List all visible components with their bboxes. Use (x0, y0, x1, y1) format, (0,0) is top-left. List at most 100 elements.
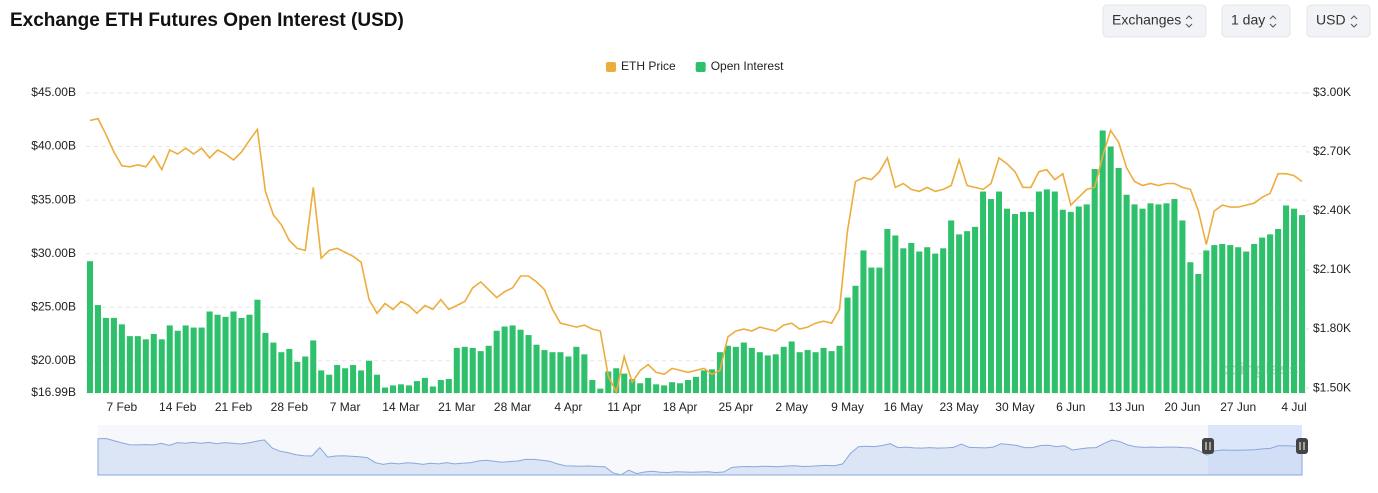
bar (1099, 130, 1106, 393)
bar (126, 336, 133, 393)
bar (740, 342, 747, 393)
currency-select[interactable]: USD (1306, 4, 1371, 38)
bar (86, 261, 94, 393)
bar (134, 336, 141, 393)
bar (708, 369, 715, 393)
bar (158, 339, 165, 393)
select-label[interactable]: Exchanges (1112, 12, 1181, 28)
y-tick-label: $35.00B (31, 192, 76, 206)
bar (150, 333, 157, 393)
bar (1059, 209, 1066, 393)
y-tick-label: $30.00B (31, 246, 76, 260)
bar (549, 352, 556, 393)
bar (900, 248, 907, 393)
bar (1083, 204, 1090, 393)
bar (493, 330, 500, 393)
bar (445, 378, 452, 393)
bar (1219, 244, 1226, 393)
navigator-area (97, 437, 1303, 476)
bar (469, 347, 476, 393)
x-tick-label: 27 Jun (1220, 400, 1256, 414)
bar (1211, 245, 1218, 393)
bar (780, 346, 787, 393)
handle-grip (1299, 442, 1305, 450)
bar (1203, 250, 1210, 393)
bar (366, 360, 373, 393)
bar (413, 381, 420, 393)
bar (1163, 203, 1170, 393)
exchange-select[interactable]: Exchanges (1102, 4, 1207, 38)
bar (541, 350, 548, 393)
bar (1011, 214, 1018, 393)
x-tick-label: 21 Feb (215, 400, 253, 414)
bar (724, 345, 731, 393)
bar (932, 253, 939, 393)
bar (1171, 199, 1178, 393)
select-box[interactable] (1221, 4, 1291, 38)
x-tick-label: 4 Jul (1281, 400, 1306, 414)
bar (246, 314, 253, 393)
bar (948, 220, 955, 393)
bar (421, 377, 428, 393)
y2-tick-label: $1.50K (1313, 380, 1351, 394)
bar (980, 191, 987, 393)
select-chevron (1185, 15, 1193, 28)
bar (748, 347, 755, 393)
x-tick-label: 21 Mar (438, 400, 475, 414)
bar (589, 380, 596, 393)
bar (637, 383, 644, 393)
bar (884, 229, 891, 393)
bar (732, 346, 739, 393)
bar (916, 251, 923, 393)
bar (820, 347, 827, 393)
bar (222, 316, 229, 393)
bar (629, 378, 636, 393)
interval-select[interactable]: 1 day (1221, 4, 1291, 38)
bar (270, 342, 277, 393)
bar (358, 370, 365, 393)
chart-title: Exchange ETH Futures Open Interest (USD) (10, 10, 404, 31)
y-tick-label: $25.00B (31, 299, 76, 313)
bar (1067, 211, 1074, 393)
bar (684, 380, 692, 393)
bar (581, 354, 588, 393)
bar (1179, 220, 1186, 393)
bar (964, 231, 971, 393)
navigator-handle[interactable] (1202, 438, 1214, 454)
bar (389, 385, 397, 393)
select-label[interactable]: USD (1316, 12, 1346, 28)
bar (342, 368, 349, 393)
select-label[interactable]: 1 day (1231, 12, 1265, 28)
bar (182, 325, 189, 393)
bar (1243, 251, 1250, 393)
bar (214, 314, 221, 393)
x-tick-label: 23 May (939, 400, 978, 414)
bar (525, 335, 532, 393)
bar (924, 247, 931, 393)
bar (1267, 234, 1274, 393)
bar (509, 325, 516, 393)
bar (517, 329, 524, 393)
bar (621, 373, 628, 393)
bar (1195, 274, 1202, 393)
bar (294, 361, 301, 393)
bar (716, 352, 723, 393)
select-box[interactable] (1102, 4, 1207, 38)
bar (1131, 204, 1138, 393)
bar (1075, 206, 1082, 393)
bar (453, 347, 460, 393)
bar (1123, 194, 1130, 393)
bar (405, 385, 412, 393)
bar (804, 350, 811, 393)
bar (1091, 169, 1098, 393)
navigator-handle[interactable] (1296, 438, 1308, 454)
bar (230, 311, 237, 393)
bar (485, 345, 492, 393)
bar (334, 365, 341, 393)
x-tick-label: 13 Jun (1109, 400, 1145, 414)
bar (1003, 208, 1011, 393)
bar (852, 285, 859, 393)
select-box[interactable] (1306, 4, 1371, 38)
x-tick-label: 9 May (831, 400, 864, 414)
